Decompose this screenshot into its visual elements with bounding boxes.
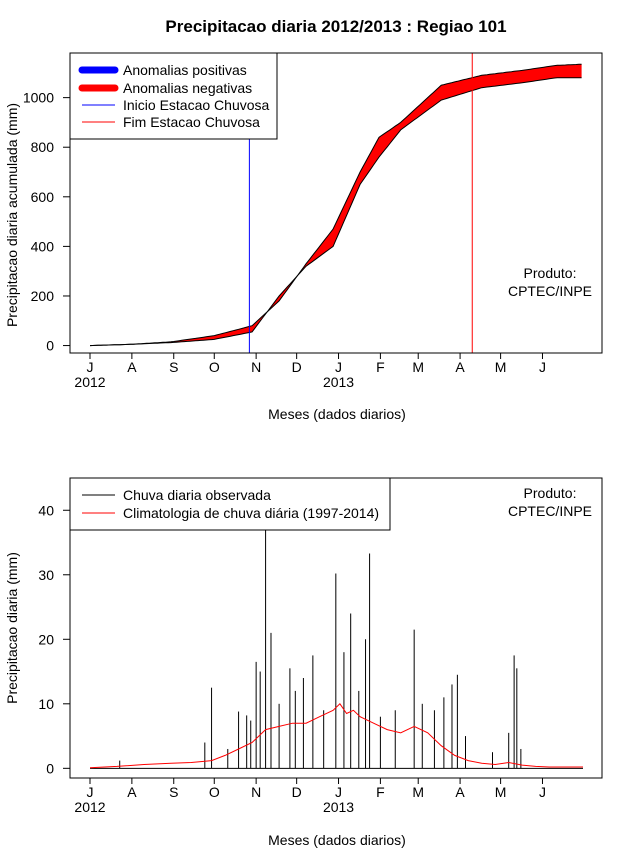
legend-2: Chuva diaria observada Climatologia de c…	[69, 477, 391, 531]
x-year-label: 2012	[74, 799, 105, 815]
y-tick-label: 20	[38, 631, 54, 647]
climatology-daily-line	[89, 703, 583, 769]
y-tick-label: 30	[38, 567, 54, 583]
legend-observed-label: Chuva diaria observada	[123, 487, 271, 503]
x-tick-label: J	[87, 359, 94, 375]
climatology-cumulative-line	[89, 77, 582, 347]
y-tick-label: 600	[31, 189, 55, 205]
x-tick-label: N	[251, 784, 261, 800]
y-tick-label: 200	[31, 288, 55, 304]
credit-org-1: CPTEC/INPE	[508, 283, 592, 299]
legend-end-label: Fim Estacao Chuvosa	[123, 114, 260, 130]
x-tick-label: J	[87, 784, 94, 800]
x-tick-label: A	[127, 784, 137, 800]
x-tick-label: S	[169, 784, 178, 800]
y-axis-2: 0 10 20 30 40	[38, 502, 71, 776]
x-tick-label: M	[495, 784, 507, 800]
x-tick-label: A	[455, 359, 465, 375]
x-tick-label: D	[292, 784, 302, 800]
climatology-layer	[89, 703, 583, 769]
x-axis-label-2: Meses (dados diarios)	[268, 832, 406, 848]
x-year-label: 2013	[323, 374, 354, 390]
x-tick-label: J	[335, 359, 342, 375]
credit-org-2: CPTEC/INPE	[508, 503, 592, 519]
x-tick-label: F	[376, 359, 385, 375]
x-tick-label: M	[412, 359, 424, 375]
x-tick-label: D	[292, 359, 302, 375]
y-tick-label: 0	[46, 338, 54, 354]
x-tick-label: O	[209, 359, 220, 375]
x-tick-label: N	[251, 359, 261, 375]
y-tick-label: 1000	[23, 90, 54, 106]
x-tick-label: J	[335, 784, 342, 800]
x-year-label: 2013	[323, 799, 354, 815]
legend-start-label: Inicio Estacao Chuvosa	[123, 97, 270, 113]
x-tick-label: M	[412, 784, 424, 800]
x-tick-label: F	[376, 784, 385, 800]
legend-2-box	[69, 477, 391, 531]
y-tick-label: 40	[38, 502, 54, 518]
y-tick-label: 10	[38, 696, 54, 712]
y-tick-label: 800	[31, 139, 55, 155]
legend-1: Anomalias positivas Anomalias negativas …	[69, 52, 278, 140]
x-tick-label: J	[539, 784, 546, 800]
y-axis-1: 0 200 400 600 800 1000	[23, 90, 71, 354]
x-tick-label: S	[169, 359, 178, 375]
x-tick-label: J	[539, 359, 546, 375]
x-tick-label: A	[455, 784, 465, 800]
y-axis-label-2: Precipitacao diaria (mm)	[4, 552, 20, 704]
x-tick-label: M	[495, 359, 507, 375]
x-tick-label: O	[209, 784, 220, 800]
legend-positive-label: Anomalias positivas	[123, 62, 247, 78]
x-axis-label-1: Meses (dados diarios)	[268, 406, 406, 422]
credit-product-1: Produto:	[524, 265, 577, 281]
legend-negative-label: Anomalias negativas	[123, 80, 252, 96]
daily-bars-layer	[90, 529, 583, 769]
y-tick-label: 400	[31, 238, 55, 254]
observed-cumulative-line	[89, 63, 582, 347]
credit-product-2: Produto:	[524, 485, 577, 501]
x-tick-label: A	[127, 359, 137, 375]
figure-title: Precipitacao diaria 2012/2013 : Regiao 1…	[165, 17, 506, 36]
y-axis-label-1: Precipitacao diaria acumulada (mm)	[4, 103, 20, 327]
x-year-label: 2012	[74, 374, 105, 390]
y-tick-label: 0	[46, 760, 54, 776]
legend-climatology-label: Climatologia de chuva diária (1997-2014)	[123, 505, 379, 521]
